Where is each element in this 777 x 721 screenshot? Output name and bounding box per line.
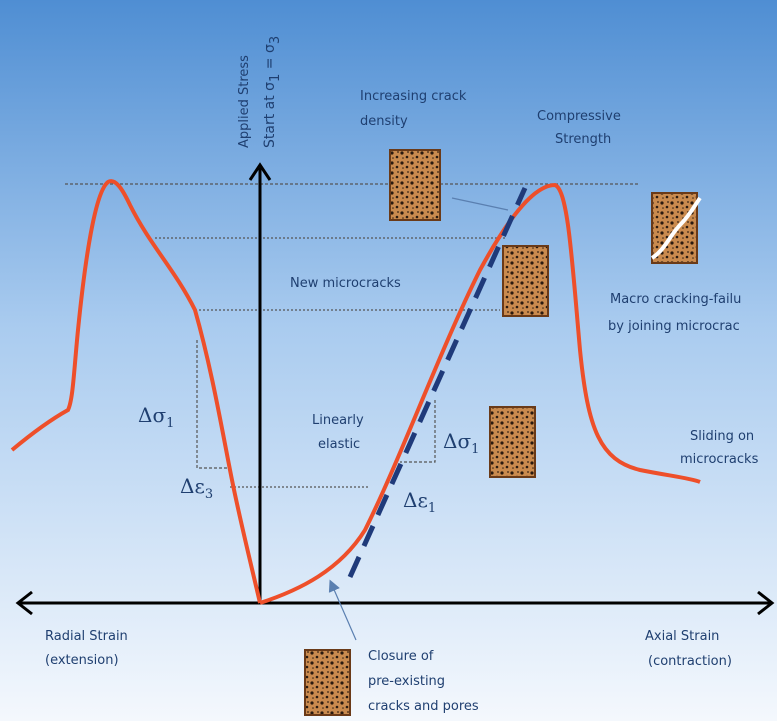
subscript: 1 bbox=[268, 74, 283, 82]
label: elastic bbox=[318, 437, 360, 452]
subscript: 3 bbox=[268, 36, 283, 44]
axis-label: (contraction) bbox=[648, 654, 732, 669]
label: Increasing crack bbox=[360, 89, 467, 104]
text: Δσ bbox=[443, 429, 471, 453]
subscript: 1 bbox=[471, 442, 479, 457]
text: Start at σ bbox=[262, 82, 278, 148]
background bbox=[0, 0, 777, 721]
subscript: 1 bbox=[166, 416, 174, 431]
label: Strength bbox=[555, 132, 611, 147]
label: Linearly bbox=[312, 413, 364, 428]
label: New microcracks bbox=[290, 276, 401, 291]
label: density bbox=[360, 114, 408, 129]
label: microcracks bbox=[680, 452, 759, 467]
text: = σ bbox=[262, 44, 278, 74]
text: Δσ bbox=[138, 403, 166, 427]
label: cracks and pores bbox=[368, 699, 479, 714]
subscript: 3 bbox=[205, 487, 213, 502]
label: Macro cracking-failu bbox=[610, 292, 741, 307]
axis-label: Applied Stress bbox=[237, 55, 252, 148]
subscript: 1 bbox=[428, 501, 436, 516]
label: Sliding on bbox=[690, 429, 754, 444]
diagram: Applied Stress Start at σ1 = σ3 Increasi… bbox=[0, 0, 777, 721]
label: Closure of bbox=[368, 649, 434, 664]
label: by joining microcrac bbox=[608, 319, 740, 334]
text: Δε bbox=[180, 474, 205, 498]
axis-label: Radial Strain bbox=[45, 629, 128, 644]
label: pre-existing bbox=[368, 674, 445, 689]
text: Δε bbox=[403, 488, 428, 512]
axis-label: (extension) bbox=[45, 653, 119, 668]
label: Compressive bbox=[537, 109, 621, 124]
axis-label: Axial Strain bbox=[645, 629, 719, 644]
